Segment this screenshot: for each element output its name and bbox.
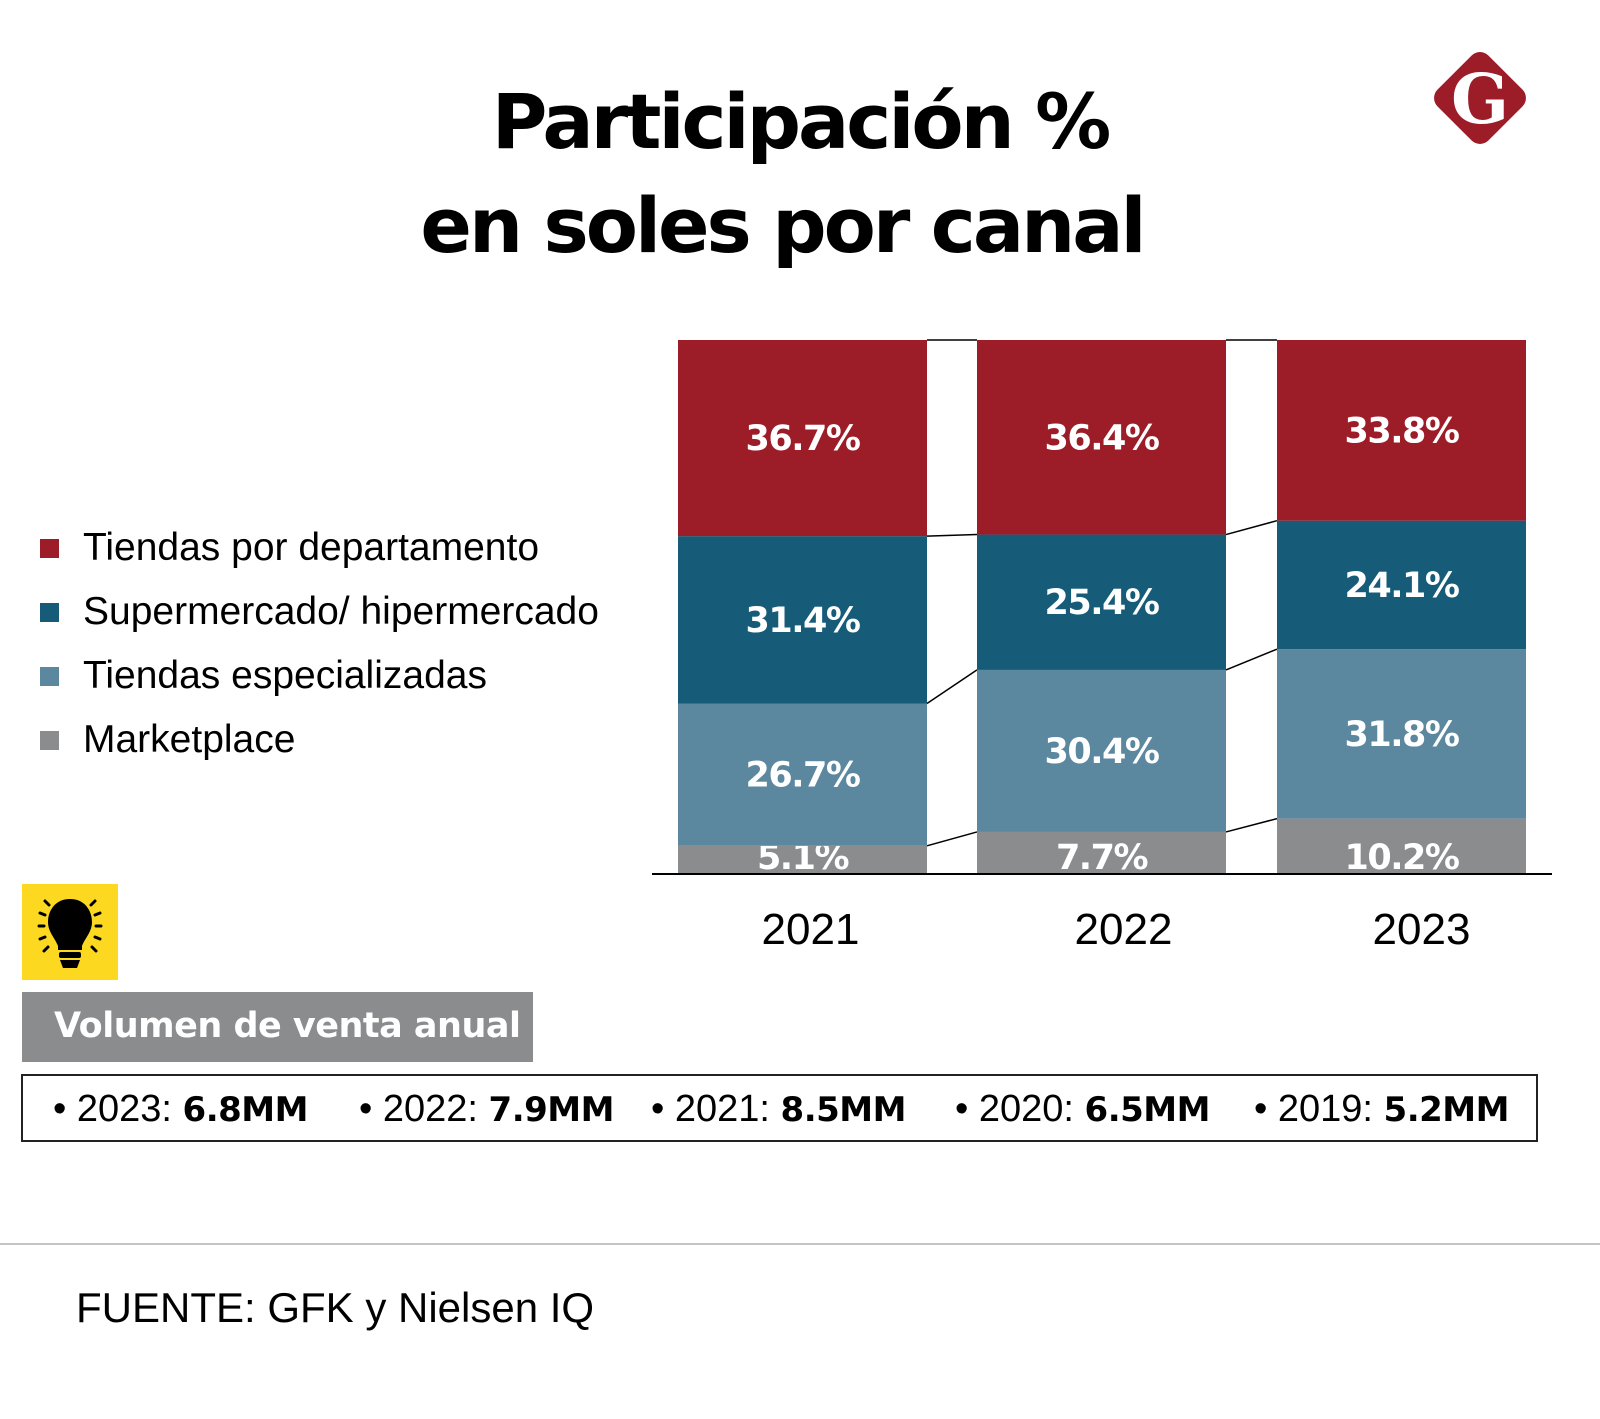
- volume-year: 2023:: [76, 1088, 172, 1130]
- data-label: 36.7%: [746, 419, 860, 459]
- connector-lines: [926, 339, 1278, 847]
- legend-swatch-department-stores: [40, 538, 59, 558]
- legend-label: Marketplace: [83, 718, 296, 761]
- data-label: 24.1%: [1345, 566, 1459, 606]
- bar-segment: [678, 536, 927, 704]
- legend-item: Tiendas especializadas: [40, 644, 599, 708]
- volume-item: • 2023: 6.8MM: [53, 1088, 309, 1130]
- data-label: 30.4%: [1045, 732, 1159, 772]
- gestion-logo-icon: G: [1434, 52, 1526, 144]
- lightbulb-icon: [37, 899, 103, 968]
- section-heading-text: Volumen de venta anual: [54, 1006, 521, 1046]
- data-label: 36.4%: [1045, 418, 1159, 458]
- data-label: 33.8%: [1345, 411, 1459, 451]
- data-label: 25.4%: [1045, 583, 1159, 623]
- data-label: 26.7%: [746, 756, 860, 796]
- connector-line: [1225, 817, 1278, 833]
- legend-swatch-specialty-stores: [40, 666, 59, 686]
- volume-year: 2020:: [978, 1088, 1074, 1130]
- volume-year: 2022:: [382, 1088, 478, 1130]
- volume-value: 5.2MM: [1383, 1090, 1510, 1130]
- legend-label: Supermercado/ hipermercado: [83, 590, 599, 633]
- volume-year: 2019:: [1277, 1088, 1373, 1130]
- bar-segment: [678, 845, 927, 873]
- logo-letter: G: [1451, 60, 1509, 140]
- connector-line: [926, 669, 978, 705]
- chart-title-line-2: en soles por canal: [420, 181, 1146, 270]
- bar-segment: [1277, 649, 1526, 819]
- x-tick-label: 2022: [1075, 905, 1173, 954]
- tip-box: [22, 884, 118, 980]
- stacked-bar-chart: 5.1%26.7%31.4%36.7%20217.7%30.4%25.4%36.…: [652, 339, 1552, 954]
- volume-value: 6.5MM: [1084, 1090, 1211, 1130]
- data-label: 31.8%: [1345, 715, 1459, 755]
- footer-divider: [0, 1243, 1600, 1245]
- legend-item: Marketplace: [40, 708, 599, 772]
- volume-item: • 2022: 7.9MM: [359, 1088, 615, 1130]
- data-label: 7.7%: [1056, 838, 1148, 878]
- volume-year: 2021:: [674, 1088, 770, 1130]
- volume-value: 7.9MM: [488, 1090, 615, 1130]
- volume-item: • 2019: 5.2MM: [1254, 1088, 1510, 1130]
- bar-segment: [1277, 340, 1526, 521]
- legend: Tiendas por departamento Supermercado/ h…: [40, 516, 599, 772]
- x-tick-label: 2023: [1373, 905, 1471, 954]
- annual-volume-box: • 2023: 6.8MM • 2022: 7.9MM • 2021: 8.5M…: [21, 1074, 1538, 1142]
- bar-segment: [678, 340, 927, 537]
- legend-item: Supermercado/ hipermercado: [40, 580, 599, 644]
- connector-line: [1225, 648, 1278, 671]
- connector-line: [926, 533, 978, 537]
- bar-segment: [1277, 520, 1526, 650]
- bar-segment: [977, 831, 1226, 873]
- x-tick-label: 2021: [762, 905, 860, 954]
- volume-value: 6.8MM: [182, 1090, 309, 1130]
- chart-title-line-1: Participación %: [491, 77, 1112, 166]
- legend-label: Tiendas por departamento: [83, 526, 540, 569]
- legend-label: Tiendas especializadas: [83, 654, 487, 697]
- bar-segment: [977, 340, 1226, 535]
- volume-item: • 2020: 6.5MM: [955, 1088, 1211, 1130]
- source-note: FUENTE: GFK y Nielsen IQ: [76, 1284, 595, 1331]
- volume-value: 8.5MM: [780, 1090, 907, 1130]
- bar-segment: [678, 703, 927, 846]
- volume-item: • 2021: 8.5MM: [651, 1088, 907, 1130]
- bar-segment: [977, 669, 1226, 832]
- section-heading-volume: Volumen de venta anual: [22, 992, 533, 1062]
- legend-swatch-marketplace: [40, 730, 59, 750]
- connector-line: [1225, 519, 1278, 536]
- legend-swatch-supermarket: [40, 602, 59, 622]
- data-label: 10.2%: [1345, 838, 1459, 878]
- bar-segment: [1277, 818, 1526, 873]
- legend-item: Tiendas por departamento: [40, 516, 599, 580]
- bar-segment: [977, 534, 1226, 670]
- connector-line: [926, 831, 978, 847]
- data-label: 31.4%: [746, 601, 860, 641]
